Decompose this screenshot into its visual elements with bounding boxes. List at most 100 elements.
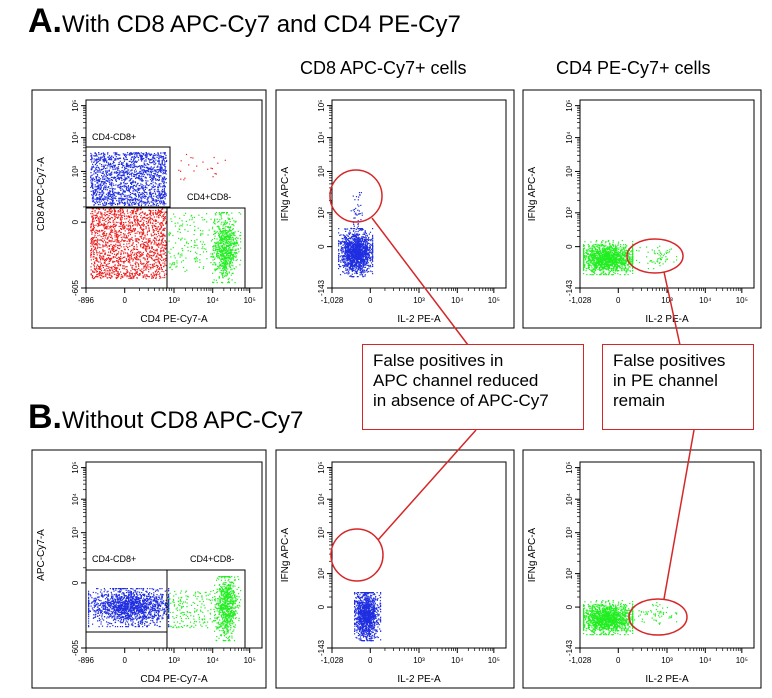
event-dot: [91, 166, 93, 168]
event-dot: [228, 261, 231, 263]
event-dot: [153, 195, 155, 197]
event-dot: [97, 175, 99, 177]
event-dot: [117, 167, 119, 169]
event-dot: [131, 274, 133, 276]
event-dot: [121, 238, 123, 240]
event-dot: [117, 174, 119, 176]
event-dot: [113, 184, 115, 186]
event-dot: [94, 198, 96, 200]
event-dot: [95, 155, 97, 157]
event-dot: [137, 221, 139, 223]
event-dot: [128, 230, 130, 232]
event-dot: [104, 250, 106, 252]
event-dot: [156, 173, 159, 175]
event-dot: [100, 153, 102, 155]
event-dot: [130, 165, 132, 167]
event-dot: [156, 196, 158, 198]
event-dot: [97, 204, 99, 206]
event-dot: [141, 173, 143, 175]
event-dot: [342, 238, 344, 240]
event-dot: [108, 228, 110, 230]
event-dot: [352, 268, 354, 270]
event-dot: [130, 173, 132, 175]
event-dot: [96, 244, 99, 246]
event-dot: [340, 249, 342, 251]
event-dot: [108, 181, 110, 183]
event-dot: [214, 263, 216, 266]
event-dot: [116, 231, 118, 233]
event-dot: [91, 208, 93, 210]
event-dot: [104, 231, 106, 233]
event-dot: [109, 193, 111, 195]
event-dot: [117, 260, 120, 262]
event-dot: [114, 158, 116, 160]
event-dot: [106, 174, 109, 176]
event-dot: [155, 273, 157, 275]
event-dot: [144, 195, 146, 197]
event-dot: [136, 190, 138, 192]
event-dot: [141, 179, 143, 181]
event-dot: [93, 158, 95, 160]
event-dot: [135, 240, 137, 242]
event-dot: [144, 202, 146, 204]
event-dot: [168, 233, 170, 235]
event-dot: [134, 193, 137, 195]
event-dot: [119, 160, 121, 162]
event-dot: [151, 222, 153, 224]
event-dot: [224, 246, 226, 248]
event-dot: [97, 188, 99, 190]
event-dot: [221, 242, 223, 244]
event-dot: [137, 220, 139, 222]
event-dot: [180, 224, 182, 226]
event-dot: [237, 237, 239, 239]
event-dot: [182, 250, 184, 252]
event-dot: [109, 174, 111, 176]
event-dot: [152, 267, 154, 269]
event-dot: [123, 273, 126, 275]
event-dot: [157, 191, 159, 193]
event-dot: [159, 222, 161, 224]
event-dot: [94, 247, 96, 249]
event-dot: [113, 221, 115, 223]
event-dot: [147, 253, 149, 255]
event-dot: [99, 251, 101, 253]
event-dot: [202, 230, 204, 232]
event-dot: [164, 153, 166, 155]
event-dot: [230, 260, 232, 262]
event-dot: [226, 254, 228, 256]
event-dot: [91, 237, 93, 239]
event-dot: [234, 231, 236, 233]
event-dot: [164, 213, 166, 215]
event-dot: [134, 200, 137, 202]
event-dot: [220, 259, 222, 261]
event-dot: [158, 261, 160, 263]
event-dot: [115, 267, 117, 269]
event-dot: [223, 243, 225, 245]
event-dot: [110, 225, 113, 228]
event-dot: [147, 174, 149, 176]
event-dot: [145, 154, 147, 156]
event-dot: [120, 162, 123, 164]
event-dot: [92, 270, 94, 272]
event-dot: [157, 160, 159, 162]
event-dot: [160, 164, 162, 166]
event-dot: [236, 252, 238, 255]
event-dot: [125, 165, 128, 167]
event-dot: [97, 208, 99, 210]
event-dot: [162, 157, 164, 159]
event-dot: [163, 169, 165, 171]
event-dot: [104, 252, 107, 254]
event-dot: [106, 227, 108, 229]
event-dot: [130, 249, 132, 251]
event-dot: [161, 178, 163, 181]
event-dot: [108, 276, 110, 279]
event-dot: [114, 268, 116, 270]
event-dot: [222, 252, 224, 255]
event-dot: [173, 255, 175, 257]
event-dot: [100, 187, 102, 189]
event-dot: [232, 258, 234, 260]
event-dot: [112, 251, 115, 253]
event-dot: [103, 261, 105, 264]
event-dot: [92, 240, 94, 242]
event-dot: [113, 213, 115, 215]
